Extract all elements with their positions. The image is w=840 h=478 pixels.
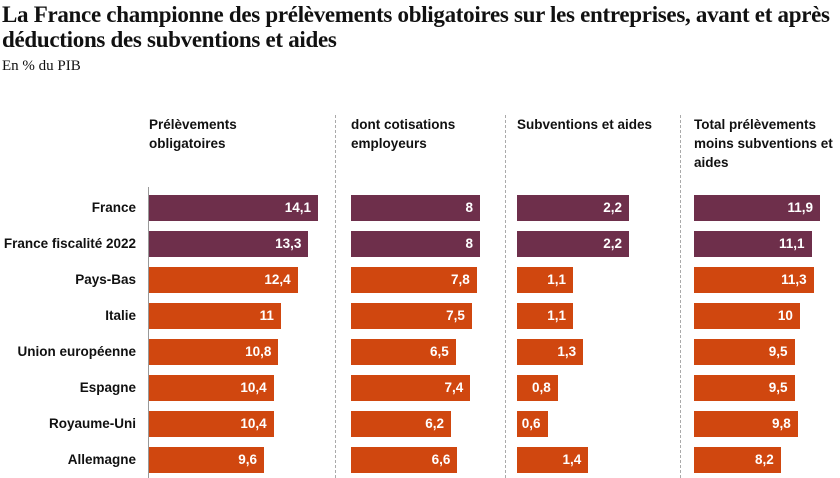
category-label: Union européenne <box>17 344 136 359</box>
bar <box>351 339 456 365</box>
panel-heading: Prélèvements obligatoires <box>149 117 237 151</box>
bar <box>351 195 480 221</box>
bar <box>694 375 795 401</box>
value-label: 11 <box>259 308 274 323</box>
value-label: 10,4 <box>240 380 267 395</box>
bar <box>517 339 584 365</box>
bar <box>694 195 820 221</box>
value-label: 8 <box>465 236 473 251</box>
bar <box>694 411 798 437</box>
axis-line <box>148 187 149 478</box>
category-label: Espagne <box>79 380 136 395</box>
chart-subtitle: En % du PIB <box>2 58 81 74</box>
panel-separator <box>680 115 681 478</box>
bar <box>694 339 795 365</box>
value-label: 11,3 <box>781 272 807 287</box>
value-label: 7,8 <box>450 272 470 287</box>
bar <box>351 447 458 473</box>
value-label: 0,6 <box>521 416 541 431</box>
bar <box>351 375 471 401</box>
value-label: 9,6 <box>238 452 258 467</box>
value-label: 1,4 <box>562 452 582 467</box>
value-label: 2,2 <box>603 200 622 215</box>
value-label: 11,1 <box>778 236 805 251</box>
category-label: Royaume-Uni <box>48 416 136 431</box>
value-label: 6,6 <box>431 452 451 467</box>
bar <box>517 447 589 473</box>
value-label: 2,2 <box>603 236 622 251</box>
bar <box>149 303 281 329</box>
bar <box>517 267 573 293</box>
value-label: 1,1 <box>547 308 566 323</box>
value-label: 8,2 <box>755 452 774 467</box>
category-label: France fiscalité 2022 <box>3 236 136 251</box>
value-label: 11,9 <box>787 200 813 215</box>
bar <box>149 339 279 365</box>
bar <box>149 447 265 473</box>
bar <box>517 375 558 401</box>
value-label: 7,5 <box>446 308 465 323</box>
category-label: Italie <box>105 308 136 323</box>
bar <box>694 267 814 293</box>
value-label: 9,5 <box>768 344 788 359</box>
bar <box>517 411 548 437</box>
value-label: 14,1 <box>284 200 311 215</box>
value-label: 9,5 <box>768 380 788 395</box>
bar <box>149 195 318 221</box>
panel-heading: Total prélèvements moins subventions et … <box>694 117 833 170</box>
bar <box>517 231 629 257</box>
value-label: 1,1 <box>547 272 566 287</box>
bar <box>694 447 781 473</box>
value-label: 9,8 <box>771 416 791 431</box>
chart-title: La France championne des prélèvements ob… <box>2 2 830 52</box>
value-label: 6,2 <box>425 416 444 431</box>
category-label: Allemagne <box>67 452 136 467</box>
value-label: 12,4 <box>264 272 291 287</box>
bar <box>694 303 800 329</box>
value-label: 13,3 <box>275 236 302 251</box>
panel-separator <box>505 115 506 478</box>
bar <box>351 411 451 437</box>
bar <box>351 267 477 293</box>
value-label: 8 <box>465 200 473 215</box>
bar <box>149 411 274 437</box>
bar <box>149 267 298 293</box>
bar <box>694 231 812 257</box>
value-label: 7,4 <box>444 380 464 395</box>
panel-heading: dont cotisations employeurs <box>351 117 456 151</box>
panel-separator <box>335 115 336 478</box>
panel-heading: Subventions et aides <box>517 117 653 132</box>
bar <box>149 231 309 257</box>
value-label: 10 <box>777 308 793 323</box>
value-label: 1,3 <box>557 344 577 359</box>
value-label: 0,8 <box>531 380 551 395</box>
category-label: Pays-Bas <box>75 272 136 287</box>
category-label: France <box>91 200 136 215</box>
bar <box>517 303 573 329</box>
bar <box>351 231 480 257</box>
bar <box>517 195 629 221</box>
value-label: 10,4 <box>240 416 267 431</box>
bar <box>351 303 472 329</box>
value-label: 6,5 <box>430 344 449 359</box>
value-label: 10,8 <box>245 344 272 359</box>
bar <box>149 375 274 401</box>
